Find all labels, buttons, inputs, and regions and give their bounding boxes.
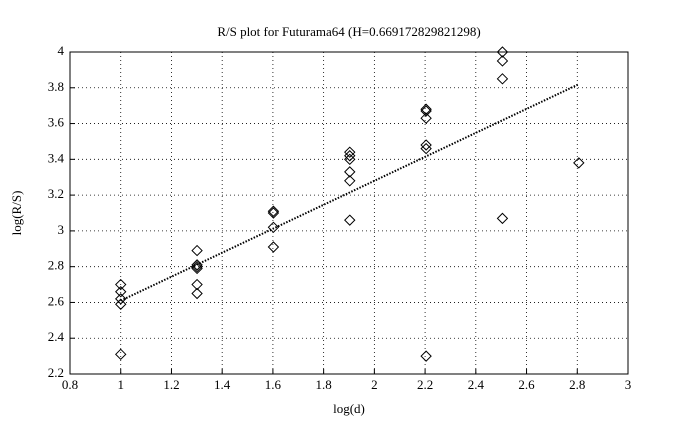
marker xyxy=(267,207,280,219)
x-axis-label: log(d) xyxy=(333,401,365,416)
y-tick-label: 2.8 xyxy=(48,258,64,273)
plot-frame xyxy=(69,51,629,375)
marker xyxy=(115,278,127,291)
y-tick-label: 2.6 xyxy=(48,293,65,308)
marker xyxy=(344,166,356,178)
marker xyxy=(191,244,203,257)
x-tick-label: 2.2 xyxy=(417,377,433,392)
marker xyxy=(420,103,432,115)
marker xyxy=(115,348,127,361)
y-tick-label: 2.4 xyxy=(48,329,65,344)
marker xyxy=(420,350,432,362)
marker xyxy=(496,55,509,67)
y-tick-label: 2.2 xyxy=(48,365,64,380)
marker xyxy=(191,278,203,291)
x-tick-label: 0.8 xyxy=(62,377,78,392)
marker xyxy=(344,153,356,166)
y-tick-label: 4 xyxy=(58,43,65,58)
trend-line xyxy=(120,83,580,302)
x-tick-label: 3 xyxy=(625,377,632,392)
marker xyxy=(115,298,127,310)
marker xyxy=(496,46,509,58)
marker xyxy=(344,150,356,162)
marker xyxy=(115,286,127,298)
y-tick-label: 3 xyxy=(58,222,65,237)
marker xyxy=(420,112,432,124)
y-tick-label: 3.4 xyxy=(48,150,65,165)
marker xyxy=(496,73,509,85)
marker xyxy=(191,259,203,271)
marker xyxy=(344,214,356,226)
marker xyxy=(496,212,509,225)
marker xyxy=(344,175,356,187)
marker xyxy=(420,105,432,117)
marker xyxy=(191,262,203,275)
x-tick-label: 1.4 xyxy=(214,377,231,392)
marker xyxy=(420,142,432,155)
marker xyxy=(267,205,280,217)
marker xyxy=(115,293,127,305)
y-tick-label: 3.6 xyxy=(48,115,65,130)
x-tick-label: 2.4 xyxy=(468,377,485,392)
y-tick-label: 3.8 xyxy=(48,79,64,94)
marker xyxy=(267,241,280,253)
marker xyxy=(344,146,356,158)
x-tick-label: 1.2 xyxy=(163,377,179,392)
marker xyxy=(191,287,203,300)
x-tick-label: 1.8 xyxy=(316,377,332,392)
y-axis-label: log(R/S) xyxy=(9,191,24,236)
marker xyxy=(191,260,203,273)
x-tick-label: 1.6 xyxy=(265,377,282,392)
x-tick-label: 2 xyxy=(371,377,378,392)
x-tick-label: 1 xyxy=(117,377,124,392)
y-tick-label: 3.2 xyxy=(48,186,64,201)
marker xyxy=(573,157,585,169)
marker xyxy=(420,139,432,151)
marker xyxy=(267,221,280,234)
chart-title: R/S plot for Futurama64 (H=0.66917282982… xyxy=(217,24,480,39)
x-tick-label: 2.8 xyxy=(569,377,585,392)
x-tick-label: 2.6 xyxy=(518,377,535,392)
